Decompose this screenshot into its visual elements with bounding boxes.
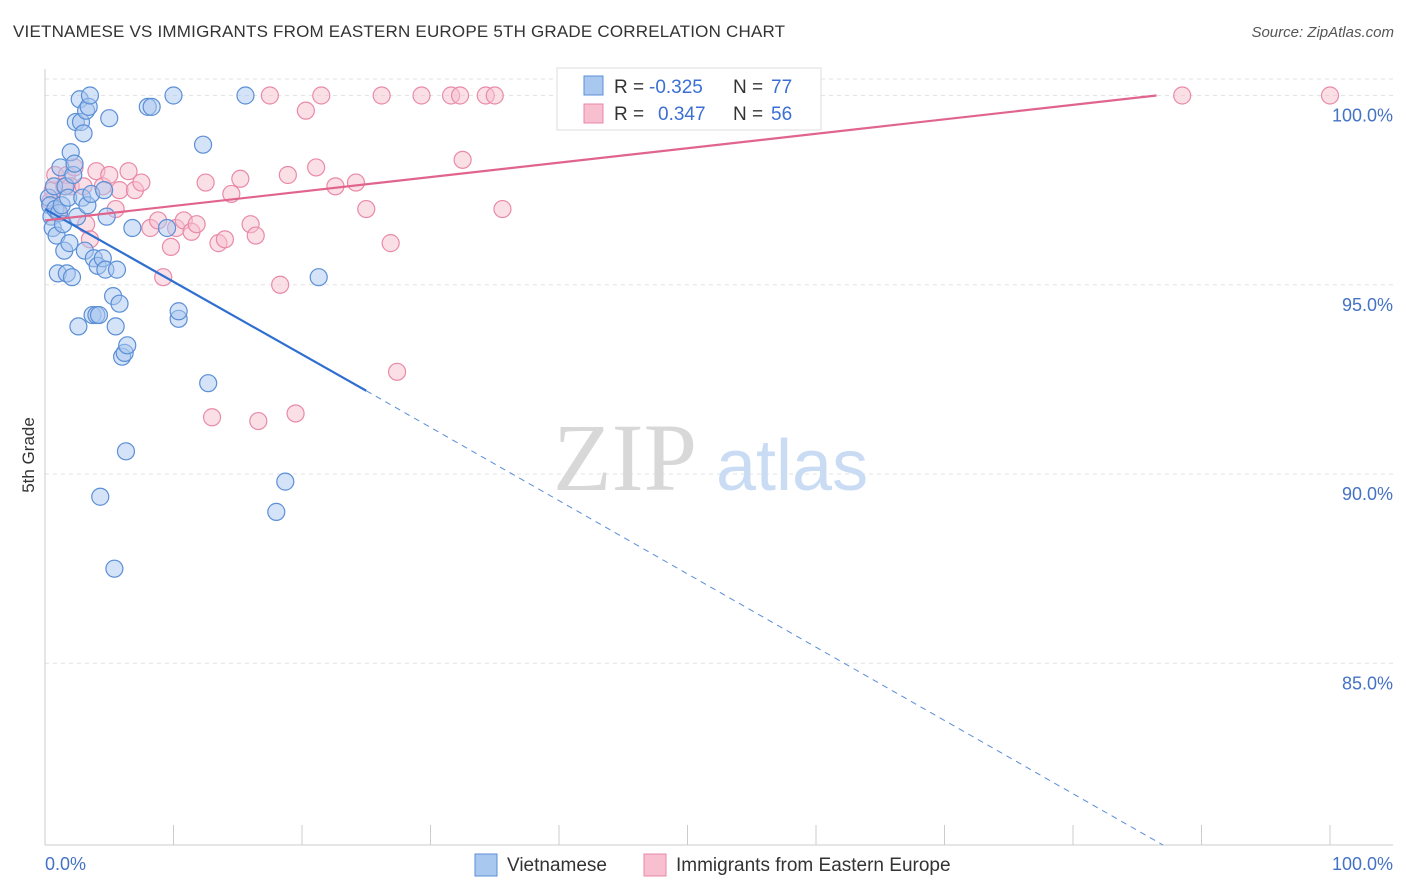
- trend-lines: [44, 94, 1157, 392]
- pink-point-30: [215, 230, 234, 249]
- source-label: Source: ZipAtlas.com: [1251, 24, 1394, 41]
- bottom-legend-label-vietnamese: Vietnamese: [507, 855, 607, 876]
- blue-point-60: [193, 135, 213, 154]
- pink-point-47: [381, 234, 400, 253]
- blue-point-65: [309, 268, 328, 287]
- pink-point-40: [296, 101, 315, 120]
- pink-point-39: [286, 404, 305, 423]
- y-tick-label-2: 90.0%: [1342, 484, 1393, 504]
- y-tick-label-0: 100.0%: [1332, 105, 1393, 125]
- blue-point-64: [276, 472, 295, 491]
- blue-point-27: [74, 124, 93, 143]
- bottom-legend-swatch-immigrants: [643, 853, 667, 877]
- pink-point-51: [450, 86, 470, 105]
- blue-point-66: [105, 559, 124, 578]
- y-tick-labels: 100.0% 95.0% 90.0% 85.0%: [1332, 105, 1393, 693]
- trend-line-vietnamese-extension: [366, 390, 1164, 846]
- pink-point-28: [202, 408, 222, 427]
- legend-r-value-blue: -0.325: [649, 77, 703, 98]
- pink-point-13: [100, 165, 119, 185]
- blue-point-44: [100, 109, 119, 128]
- trend-line-immigrants: [44, 94, 1157, 222]
- pink-point-36: [260, 86, 279, 105]
- pink-point-49: [412, 86, 431, 105]
- pink-point-44: [346, 173, 366, 192]
- y-axis-title: 5th Grade: [19, 417, 38, 493]
- pink-point-45: [357, 199, 376, 219]
- pink-point-35: [249, 411, 268, 431]
- pink-point-52: [453, 150, 472, 169]
- series-immigrants-eastern-europe: [41, 86, 1340, 431]
- series-legend: Vietnamese Immigrants from Eastern Europ…: [474, 853, 951, 877]
- legend-n-value-blue: 77: [771, 77, 792, 98]
- chart-title: VIETNAMESE VS IMMIGRANTS FROM EASTERN EU…: [13, 22, 786, 41]
- blue-point-38: [89, 305, 109, 325]
- blue-point-57: [164, 86, 183, 105]
- blue-point-62: [236, 86, 255, 105]
- pink-point-21: [154, 268, 173, 287]
- trend-lines-dashed: [366, 390, 1164, 846]
- watermark-zip: ZIP: [553, 404, 697, 511]
- blue-point-48: [110, 294, 129, 313]
- blue-point-32: [80, 86, 100, 105]
- blue-point-51: [116, 442, 136, 461]
- pink-point-56: [1173, 86, 1192, 105]
- pink-point-41: [307, 158, 326, 177]
- pink-point-16: [119, 162, 138, 181]
- blue-point-23: [69, 317, 88, 336]
- pink-point-22: [161, 237, 181, 257]
- pink-point-54: [485, 86, 504, 105]
- legend-r-label-pink: R =: [614, 104, 644, 125]
- pink-point-27: [196, 173, 215, 192]
- legend-r-label-blue: R =: [614, 77, 644, 98]
- legend-n-value-pink: 56: [771, 104, 792, 125]
- blue-point-53: [123, 218, 142, 238]
- pink-point-46: [372, 86, 391, 105]
- legend-swatch-blue: [583, 75, 604, 96]
- pink-point-34: [246, 226, 265, 245]
- pink-point-38: [278, 165, 297, 185]
- bottom-legend-label-immigrants: Immigrants from Eastern Europe: [676, 855, 951, 876]
- pink-point-37: [271, 275, 290, 294]
- blue-point-46: [106, 317, 125, 336]
- pink-point-57: [1320, 86, 1340, 105]
- blue-point-41: [95, 181, 114, 200]
- blue-point-59: [169, 302, 188, 321]
- pink-point-26: [187, 215, 206, 234]
- watermark: ZIP atlas: [553, 404, 868, 511]
- legend-r-value-pink: 0.347: [658, 104, 706, 125]
- y-tick-label-3: 85.0%: [1342, 673, 1393, 693]
- pink-point-15: [110, 181, 129, 200]
- blue-point-61: [199, 374, 218, 393]
- trend-line-vietnamese: [44, 208, 367, 392]
- pink-point-55: [493, 199, 512, 219]
- correlation-legend: R = -0.325 N = 77 R = 0.347 N = 56: [556, 67, 822, 131]
- blue-point-16: [60, 234, 79, 253]
- blue-point-47: [107, 260, 127, 279]
- blue-point-18: [62, 268, 82, 287]
- blue-point-55: [142, 97, 161, 116]
- pink-point-32: [231, 169, 250, 188]
- x-tick-label-max: 100.0%: [1332, 854, 1393, 874]
- watermark-atlas: atlas: [716, 426, 868, 506]
- blue-point-63: [267, 502, 286, 521]
- pink-point-18: [132, 173, 151, 192]
- y-tick-label-1: 95.0%: [1342, 295, 1393, 315]
- pink-point-42: [312, 86, 331, 105]
- blue-point-39: [91, 487, 110, 506]
- blue-point-20: [65, 154, 84, 173]
- blue-point-43: [97, 207, 116, 226]
- gridlines: [45, 78, 1393, 664]
- bottom-legend-swatch-vietnamese: [474, 853, 498, 877]
- x-tick-label-min: 0.0%: [45, 854, 86, 874]
- blue-point-56: [157, 218, 177, 238]
- pink-point-48: [387, 362, 407, 381]
- legend-n-label-blue: N =: [733, 77, 763, 98]
- legend-n-label-pink: N =: [733, 104, 763, 125]
- legend-swatch-pink: [583, 103, 604, 124]
- blue-point-52: [118, 336, 137, 355]
- series-vietnamese: [39, 86, 328, 578]
